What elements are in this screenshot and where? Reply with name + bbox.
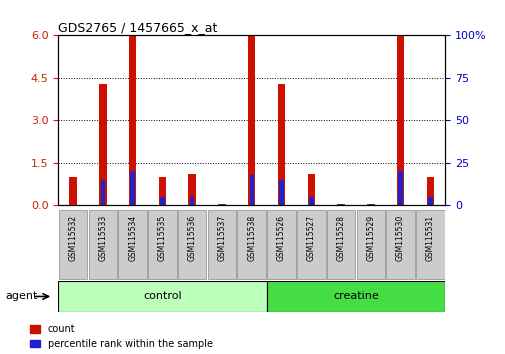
FancyBboxPatch shape [59, 210, 87, 279]
FancyBboxPatch shape [385, 210, 414, 279]
FancyBboxPatch shape [178, 210, 206, 279]
Text: creatine: creatine [332, 291, 378, 302]
Text: GSM115537: GSM115537 [217, 215, 226, 261]
Text: GSM115536: GSM115536 [187, 215, 196, 261]
Bar [249, 175, 254, 205]
FancyBboxPatch shape [267, 210, 295, 279]
Text: GSM115538: GSM115538 [247, 215, 256, 261]
Bar [58, 281, 266, 312]
FancyBboxPatch shape [88, 210, 117, 279]
Text: GSM115533: GSM115533 [98, 215, 107, 261]
FancyBboxPatch shape [326, 210, 355, 279]
FancyBboxPatch shape [415, 210, 444, 279]
Bar [247, 35, 255, 205]
Text: GSM115534: GSM115534 [128, 215, 137, 261]
Bar [130, 171, 135, 205]
Legend: count, percentile rank within the sample: count, percentile rank within the sample [30, 324, 212, 349]
Text: control: control [143, 291, 181, 302]
Text: GSM115532: GSM115532 [69, 215, 77, 261]
Text: GSM115529: GSM115529 [366, 215, 375, 261]
Text: GSM115530: GSM115530 [395, 215, 405, 261]
Bar [337, 204, 344, 205]
Bar [266, 281, 444, 312]
Bar [218, 204, 225, 205]
FancyBboxPatch shape [356, 210, 384, 279]
Text: GSM115531: GSM115531 [425, 215, 434, 261]
FancyBboxPatch shape [296, 210, 325, 279]
Bar [307, 174, 315, 205]
Text: GSM115527: GSM115527 [306, 215, 315, 261]
Bar [426, 177, 433, 205]
Bar [129, 35, 136, 205]
Text: agent: agent [5, 291, 37, 302]
Bar [160, 197, 164, 205]
FancyBboxPatch shape [148, 210, 176, 279]
Bar [188, 174, 195, 205]
Text: GDS2765 / 1457665_x_at: GDS2765 / 1457665_x_at [58, 21, 217, 34]
FancyBboxPatch shape [237, 210, 266, 279]
Bar [396, 35, 403, 205]
Bar [427, 197, 432, 205]
Bar [309, 197, 313, 205]
Bar [367, 204, 374, 205]
Bar [277, 84, 285, 205]
Text: GSM115535: GSM115535 [158, 215, 167, 261]
Bar [99, 84, 107, 205]
FancyBboxPatch shape [207, 210, 236, 279]
Bar [397, 171, 402, 205]
Bar [279, 180, 283, 205]
Bar [100, 180, 105, 205]
Bar [159, 177, 166, 205]
Text: GSM115526: GSM115526 [276, 215, 285, 261]
Bar [189, 197, 194, 205]
Text: GSM115528: GSM115528 [336, 215, 345, 261]
FancyBboxPatch shape [118, 210, 146, 279]
Bar [69, 177, 77, 205]
